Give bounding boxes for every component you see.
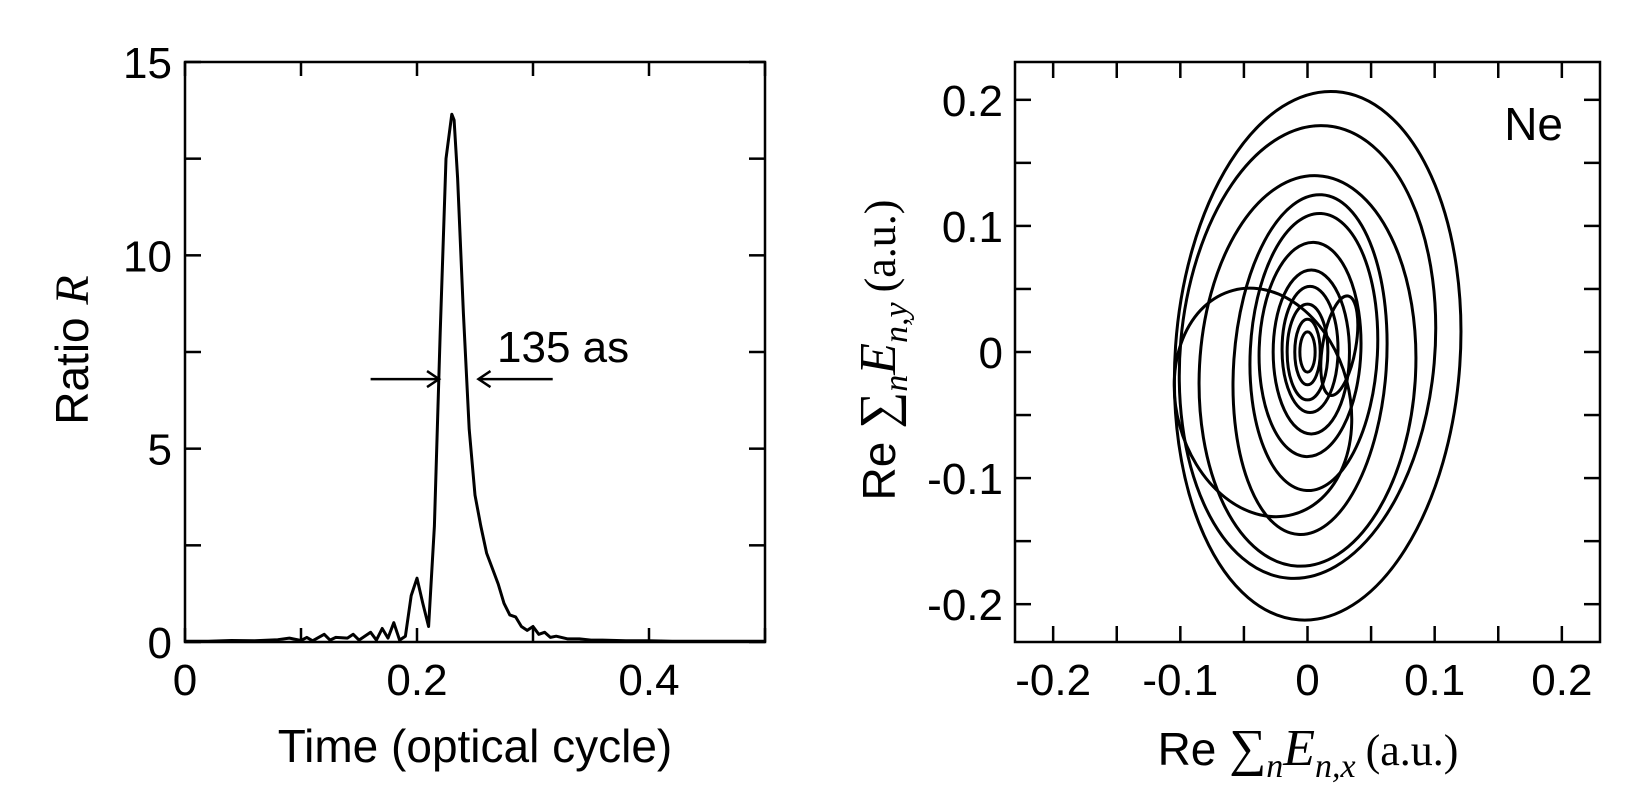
left-panel: 0 0.2 0.4 0 5 10 15 135 as Time (optical cycle… — [46, 39, 765, 772]
left-y-tick-label: 0 — [148, 619, 172, 668]
right-y-axis-title-sigma: ∑ — [850, 392, 907, 429]
left-y-axis-title-prefix: Ratio — [46, 305, 98, 425]
right-x-axis-title: Re ∑nEn,x (a.u.) — [1158, 720, 1459, 785]
trajectory-loop — [1300, 332, 1315, 372]
right-y-axis-title: Re ∑nEn,y (a.u.) — [850, 200, 915, 501]
left-y-tick-label: 5 — [148, 426, 172, 475]
left-y-tick-label: 15 — [123, 39, 172, 88]
right-x-axis-title-E: E — [1282, 720, 1315, 777]
right-panel: -0.2-0.100.10.2-0.2-0.100.10.2 Ne Re ∑nE… — [850, 62, 1600, 785]
trajectory-loop — [1157, 82, 1478, 630]
ne-label: Ne — [1504, 98, 1563, 150]
right-y-axis-title-prefix: Re — [853, 429, 905, 501]
right-tick-labels: -0.2 -0.1 0 0.1 0.2 -0.2 -0.1 0 0.1 0.2 — [927, 77, 1592, 705]
right-x-axis-title-sigma: ∑ — [1229, 720, 1266, 777]
right-y-axis-title-unit: (a.u.) — [856, 200, 905, 293]
right-y-axis-title-sub2: n,y — [878, 302, 915, 344]
left-x-axis-title: Time (optical cycle) — [278, 720, 672, 772]
right-y-tick-label: 0 — [979, 329, 1003, 378]
right-y-tick-label: 0.1 — [942, 203, 1003, 252]
right-y-tick-label: -0.1 — [927, 455, 1003, 504]
right-y-axis-title-E: E — [850, 343, 907, 376]
right-x-tick-label: 0 — [1295, 656, 1319, 705]
left-x-tick-label: 0.2 — [386, 656, 447, 705]
left-y-tick-label: 10 — [123, 232, 172, 281]
pulse-width-annotation: 135 as — [371, 323, 630, 387]
left-tick-labels: 0 0.2 0.4 0 5 10 15 — [123, 39, 680, 705]
pulse-width-label: 135 as — [497, 323, 629, 372]
left-ticks — [185, 62, 765, 642]
trajectory-loop — [1161, 115, 1454, 589]
right-y-tick-label: 0.2 — [942, 77, 1003, 126]
left-x-tick-label: 0.4 — [618, 656, 679, 705]
right-y-tick-label: -0.2 — [927, 581, 1003, 630]
right-x-tick-label: -0.2 — [1015, 656, 1091, 705]
right-x-axis-title-prefix: Re — [1158, 723, 1230, 775]
field-trajectory-curves — [1149, 82, 1478, 630]
ratio-r-series-line — [185, 114, 765, 641]
right-x-tick-label: 0.2 — [1531, 656, 1592, 705]
left-y-axis-title: Ratio R — [46, 275, 99, 425]
right-x-tick-label: -0.1 — [1142, 656, 1218, 705]
right-x-axis-title-sub1: n — [1266, 748, 1283, 785]
right-x-axis-title-sub2: n,x — [1315, 748, 1356, 785]
right-x-tick-label: 0.1 — [1404, 656, 1465, 705]
left-y-axis-title-var: R — [46, 275, 99, 305]
right-y-axis-title-sub1: n — [878, 375, 915, 392]
left-plot-frame — [185, 62, 765, 642]
right-x-axis-title-unit: (a.u.) — [1366, 726, 1459, 775]
left-x-tick-label: 0 — [173, 656, 197, 705]
